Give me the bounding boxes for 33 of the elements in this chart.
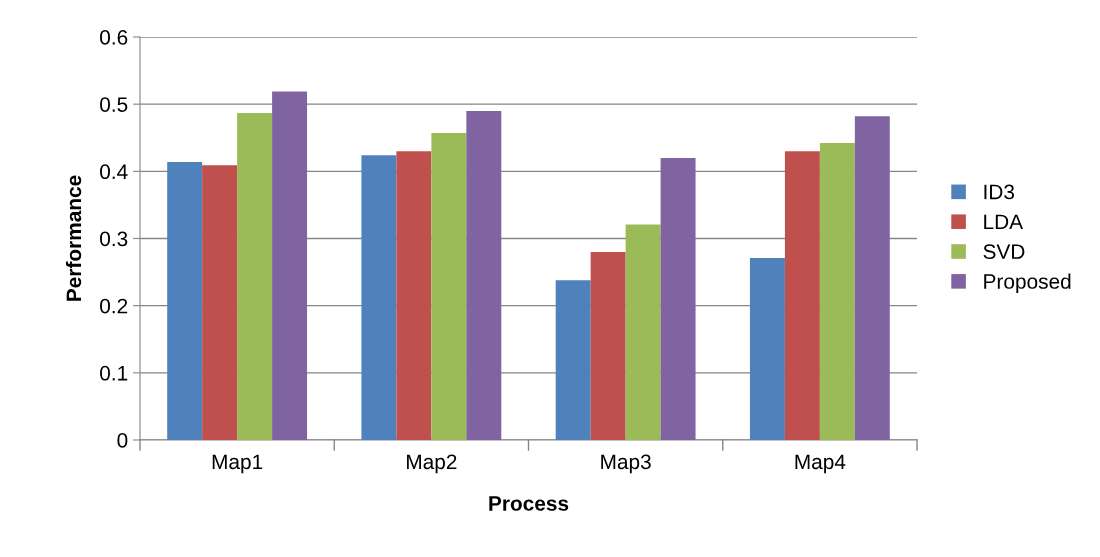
bar	[784, 151, 820, 440]
y-tick-label: 0.4	[100, 164, 128, 180]
bar	[361, 155, 397, 440]
bar	[749, 257, 785, 440]
x-tick-label: Map1	[212, 454, 263, 474]
y-tick-label: 0.5	[100, 97, 128, 112]
bar	[272, 91, 308, 440]
bar	[237, 112, 273, 440]
legend-label: Proposed	[984, 273, 1071, 293]
bar	[396, 151, 432, 440]
y-tick-label: 0	[117, 433, 128, 448]
y-tick-label: 0.3	[100, 231, 128, 247]
y-tick-label: 0.6	[100, 30, 128, 45]
bar	[167, 161, 203, 440]
bar	[555, 280, 591, 440]
y-tick-label: 0.2	[100, 298, 128, 314]
bar	[819, 143, 855, 440]
bar	[625, 224, 661, 440]
bar	[590, 251, 626, 440]
x-axis-title: Process	[489, 496, 569, 511]
bar	[431, 133, 467, 440]
y-tick-label: 0.1	[100, 365, 128, 381]
bar	[854, 116, 890, 440]
legend-label: SVD	[983, 244, 1025, 260]
legend-label: LDA	[984, 214, 1024, 229]
legend-label: ID3	[984, 184, 1015, 200]
y-axis-title: Performance	[65, 175, 82, 301]
x-tick-label: Map3	[601, 454, 651, 474]
bar	[660, 157, 696, 440]
x-tick-label: Map2	[407, 454, 457, 474]
x-tick-label: Map4	[795, 454, 846, 474]
bar	[466, 110, 502, 440]
bar	[202, 165, 238, 440]
